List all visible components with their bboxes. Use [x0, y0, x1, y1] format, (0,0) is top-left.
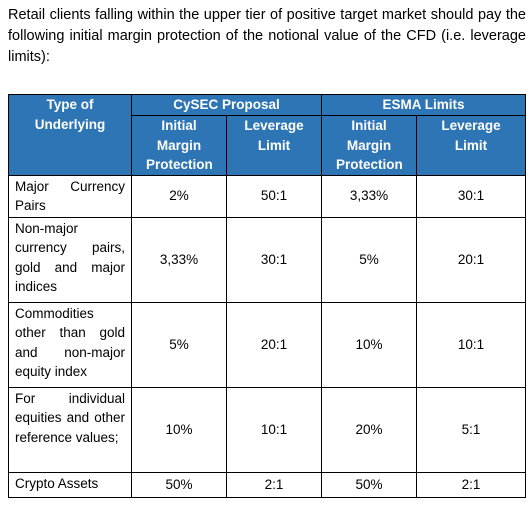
esma-leverage-cell: 10:1 — [415, 301, 527, 388]
table-row: For individual equities and other refere… — [8, 386, 527, 473]
esma-margin-cell: 5% — [321, 216, 417, 303]
cysec-margin-cell: 3,33% — [131, 216, 227, 303]
esma-margin-cell: 50% — [321, 471, 417, 498]
esma-leverage-cell: 30:1 — [415, 174, 527, 218]
cysec-margin-cell: 5% — [131, 301, 227, 388]
header-esma-initial-margin: Initial Margin Protection — [321, 115, 417, 176]
header-esma-leverage-limit: Leverage Limit — [415, 115, 527, 176]
cysec-leverage-cell: 2:1 — [226, 471, 322, 498]
row-underlying-type: Commodities other than gold and non-majo… — [8, 301, 132, 388]
esma-margin-cell: 10% — [321, 301, 417, 388]
header-esma-limits: ESMA Limits — [320, 94, 527, 116]
header-cysec-leverage-limit: Leverage Limit — [226, 115, 322, 176]
row-underlying-type: Crypto Assets — [8, 471, 132, 498]
header-cysec-initial-margin: Initial Margin Protection — [131, 115, 227, 176]
header-type-of-underlying: Type of Underlying — [8, 94, 132, 176]
intro-paragraph: Retail clients falling within the upper … — [8, 7, 526, 65]
table-row: Non-major currency pairs, gold and major… — [8, 216, 527, 303]
cysec-leverage-cell: 10:1 — [226, 386, 322, 473]
header-row-columns: Initial Margin Protection Leverage Limit… — [9, 115, 527, 176]
cysec-leverage-cell: 20:1 — [226, 301, 322, 388]
cysec-margin-cell: 2% — [131, 174, 227, 218]
cysec-margin-cell: 50% — [131, 471, 227, 498]
esma-leverage-cell: 2:1 — [415, 471, 527, 498]
esma-margin-cell: 3,33% — [321, 174, 417, 218]
table-row: Crypto Assets 50% 2:1 50% 2:1 — [8, 471, 527, 498]
cysec-margin-cell: 10% — [131, 386, 227, 473]
margin-protection-table: Type of Underlying CySEC Proposal ESMA L… — [8, 94, 527, 498]
row-underlying-type: Major Currency Pairs — [8, 174, 132, 218]
esma-margin-cell: 20% — [321, 386, 417, 473]
table-row: Major Currency Pairs 2% 50:1 3,33% 30:1 — [8, 174, 527, 218]
row-underlying-type: For individual equities and other refere… — [8, 386, 132, 473]
cysec-leverage-cell: 30:1 — [226, 216, 322, 303]
esma-leverage-cell: 20:1 — [415, 216, 527, 303]
esma-leverage-cell: 5:1 — [415, 386, 527, 473]
header-row-groups: Type of Underlying CySEC Proposal ESMA L… — [8, 94, 527, 176]
header-cysec-proposal: CySEC Proposal — [131, 94, 322, 116]
table-row: Commodities other than gold and non-majo… — [8, 301, 527, 388]
row-underlying-type: Non-major currency pairs, gold and major… — [8, 216, 132, 303]
cysec-leverage-cell: 50:1 — [226, 174, 322, 218]
